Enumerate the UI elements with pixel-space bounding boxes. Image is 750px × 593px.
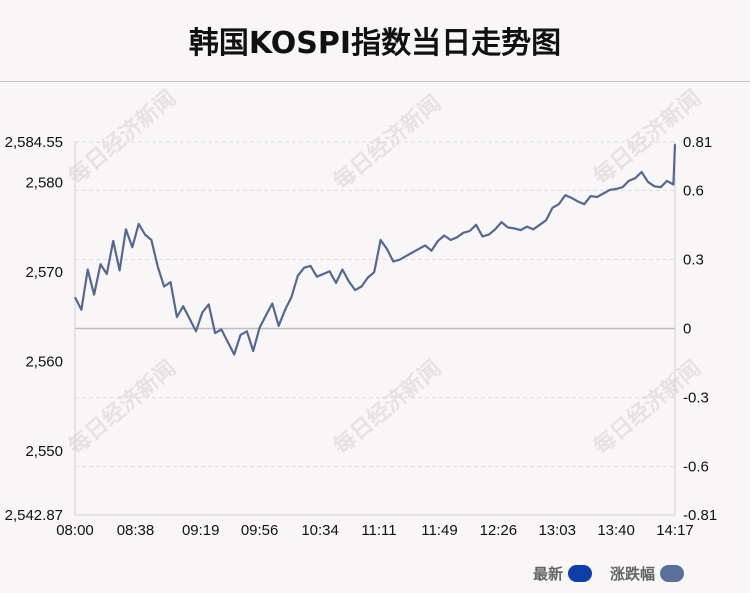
y-right-tick-label: 0	[683, 321, 691, 338]
legend-item-change[interactable]: 涨跌幅	[610, 563, 684, 584]
y-left-tick-label: 2,560	[25, 354, 63, 371]
y-right-tick-label: -0.81	[683, 507, 717, 524]
x-tick-label: 10:34	[301, 522, 339, 539]
x-tick-label: 09:56	[241, 522, 279, 539]
y-left-tick-label: 2,584.55	[5, 134, 63, 151]
y-right-tick-label: -0.3	[683, 390, 709, 407]
y-left-tick-label: 2,570	[25, 264, 63, 281]
y-right-tick-label: 0.6	[683, 182, 704, 199]
legend-label-change: 涨跌幅	[609, 565, 655, 583]
legend-label-latest: 最新	[532, 565, 563, 583]
y-left-tick-label: 2,550	[25, 443, 63, 460]
y-left-tick-label: 2,580	[25, 175, 63, 192]
legend-swatch-latest	[567, 565, 592, 582]
y-right-tick-label: 0.3	[683, 251, 704, 268]
x-tick-label: 12:26	[480, 522, 518, 539]
x-tick-label: 11:49	[421, 522, 457, 539]
x-tick-label: 08:00	[56, 522, 94, 539]
x-tick-label: 13:40	[597, 522, 635, 539]
legend-item-latest[interactable]: 最新	[533, 563, 592, 584]
y-right-tick-label: 0.81	[683, 134, 712, 151]
x-tick-label: 14:17	[656, 522, 694, 539]
series-line-latest	[74, 144, 677, 356]
y-left-tick-label: 2,542.87	[5, 507, 63, 524]
chart-title: 韩国KOSPI指数当日走势图	[188, 26, 562, 61]
x-tick-label: 11:11	[361, 522, 396, 539]
title-divider	[0, 81, 750, 82]
y-right-tick-label: -0.6	[683, 459, 709, 476]
chart-legend: 最新 涨跌幅	[523, 563, 684, 584]
x-tick-label: 08:38	[117, 522, 155, 539]
x-tick-label: 09:19	[182, 522, 220, 539]
legend-swatch-change	[660, 565, 684, 582]
x-tick-label: 13:03	[538, 522, 576, 539]
